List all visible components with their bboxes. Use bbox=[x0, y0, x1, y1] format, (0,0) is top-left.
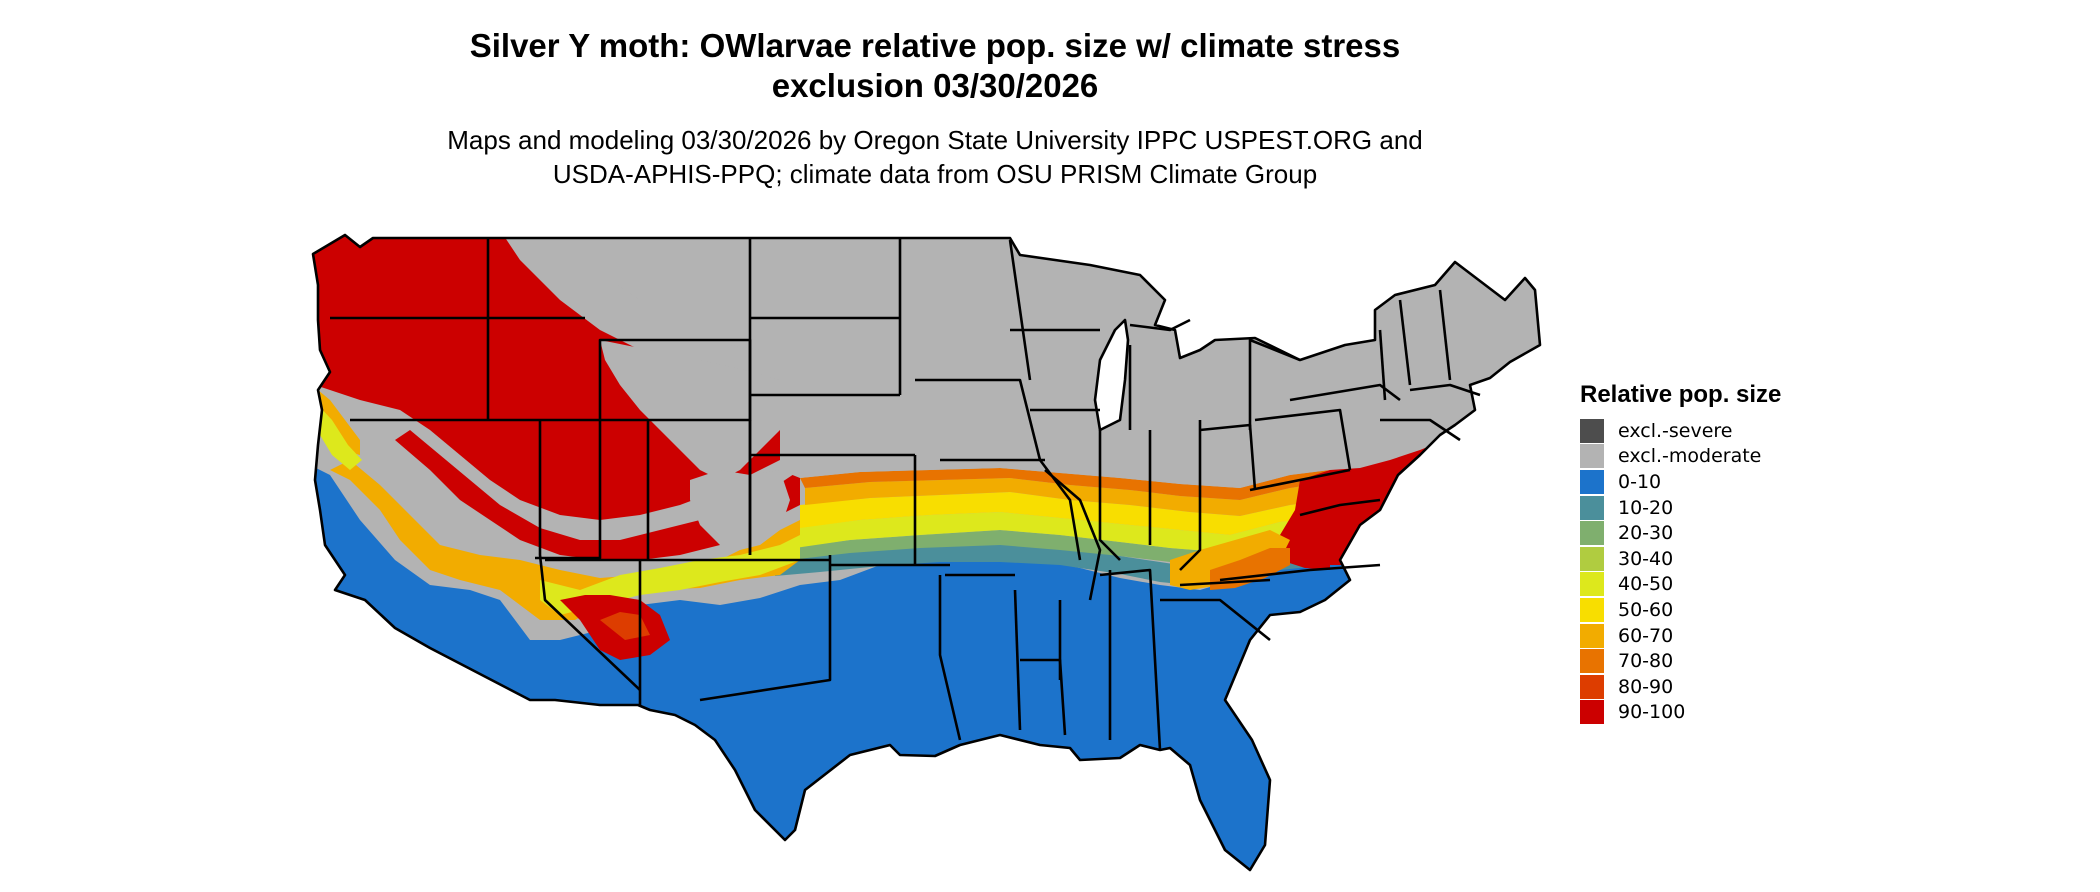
legend-label: 20-30 bbox=[1618, 522, 1674, 545]
legend-label: 90-100 bbox=[1618, 701, 1686, 724]
legend-swatch bbox=[1580, 623, 1604, 648]
title-line-2: exclusion 03/30/2026 bbox=[771, 67, 1099, 104]
legend-title: Relative pop. size bbox=[1580, 381, 1782, 408]
legend-swatch bbox=[1580, 521, 1604, 546]
legend-label: excl.-severe bbox=[1618, 419, 1733, 442]
legend-swatch bbox=[1580, 495, 1604, 520]
legend-swatch bbox=[1580, 700, 1604, 725]
state-borders bbox=[311, 233, 1542, 872]
legend-item: 30-40 bbox=[1580, 546, 1920, 572]
legend-item: 10-20 bbox=[1580, 495, 1920, 521]
subtitle-line-2: USDA-APHIS-PPQ; climate data from OSU PR… bbox=[552, 159, 1318, 189]
legend-item: excl.-severe bbox=[1580, 418, 1920, 444]
subtitle-line-1: Maps and modeling 03/30/2026 by Oregon S… bbox=[447, 125, 1423, 155]
legend-label: 40-50 bbox=[1618, 573, 1674, 596]
legend-item: excl.-moderate bbox=[1580, 444, 1920, 470]
legend-swatch bbox=[1580, 649, 1604, 674]
legend-item: 80-90 bbox=[1580, 674, 1920, 700]
legend-swatch bbox=[1580, 418, 1604, 443]
legend-item: 0-10 bbox=[1580, 469, 1920, 495]
legend-swatch bbox=[1580, 444, 1604, 469]
legend-item: 40-50 bbox=[1580, 572, 1920, 598]
legend-swatch bbox=[1580, 674, 1604, 699]
title-line-1: Silver Y moth: OWlarvae relative pop. si… bbox=[469, 27, 1401, 64]
lake-michigan bbox=[1095, 320, 1128, 430]
legend-label: 60-70 bbox=[1618, 624, 1674, 647]
legend-label: 80-90 bbox=[1618, 675, 1674, 698]
legend-label: excl.-moderate bbox=[1618, 445, 1762, 468]
legend-items: excl.-severe excl.-moderate 0-10 10-20 20-30… bbox=[1580, 418, 1920, 725]
legend-item: 20-30 bbox=[1580, 520, 1920, 546]
legend-swatch bbox=[1580, 572, 1604, 597]
legend-item: 50-60 bbox=[1580, 597, 1920, 623]
legend-item: 70-80 bbox=[1580, 648, 1920, 674]
legend-swatch bbox=[1580, 469, 1604, 494]
legend-label: 50-60 bbox=[1618, 598, 1674, 621]
legend-item: 60-70 bbox=[1580, 623, 1920, 649]
legend-label: 70-80 bbox=[1618, 650, 1674, 673]
legend-label: 30-40 bbox=[1618, 547, 1674, 570]
legend-label: 0-10 bbox=[1618, 470, 1662, 493]
legend-label: 10-20 bbox=[1618, 496, 1674, 519]
legend-swatch bbox=[1580, 597, 1604, 622]
legend-swatch bbox=[1580, 546, 1604, 571]
map-legend: Relative pop. size excl.-severe excl.-mod… bbox=[1580, 380, 1920, 725]
legend-item: 90-100 bbox=[1580, 700, 1920, 726]
